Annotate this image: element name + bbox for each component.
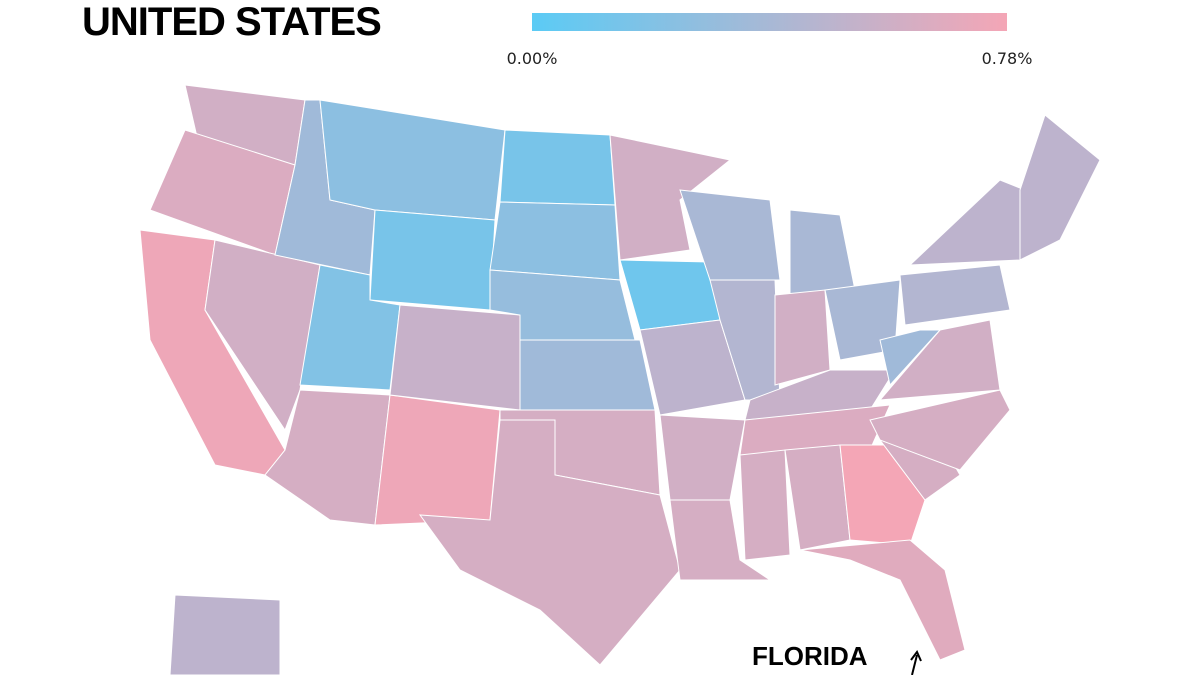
state xyxy=(899,264,1011,326)
state xyxy=(908,179,1026,266)
state xyxy=(609,134,732,261)
state xyxy=(669,499,772,581)
arrow xyxy=(910,650,922,675)
state xyxy=(319,99,506,221)
state xyxy=(879,329,942,387)
state xyxy=(499,129,616,206)
state xyxy=(418,419,681,666)
state xyxy=(744,369,896,421)
state xyxy=(169,594,281,675)
legend-tick-label: 0.78% xyxy=(982,49,1033,68)
state xyxy=(739,449,791,561)
annotation: FLORIDA xyxy=(752,641,868,671)
map-title: UNITED STATES xyxy=(82,0,381,44)
state xyxy=(489,201,621,281)
state xyxy=(784,444,851,551)
state xyxy=(374,394,501,526)
state xyxy=(789,209,856,296)
state xyxy=(878,319,1001,401)
state xyxy=(869,389,1011,471)
state xyxy=(389,304,521,411)
state xyxy=(659,414,746,501)
state xyxy=(774,289,831,386)
state xyxy=(1019,114,1101,261)
states xyxy=(139,84,1101,675)
legend-tick-label: 0.00% xyxy=(507,49,558,68)
state xyxy=(799,539,966,661)
state xyxy=(519,339,656,411)
state xyxy=(619,259,721,331)
state xyxy=(369,209,496,311)
state xyxy=(679,189,781,281)
legend-gradient xyxy=(532,13,1007,31)
